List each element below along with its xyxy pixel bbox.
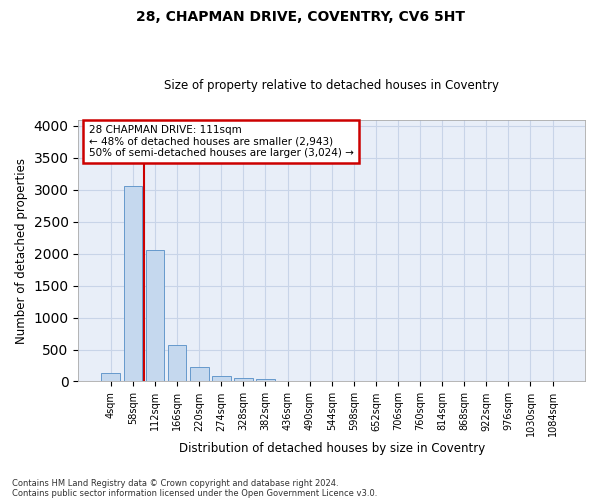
Text: 28 CHAPMAN DRIVE: 111sqm
← 48% of detached houses are smaller (2,943)
50% of sem: 28 CHAPMAN DRIVE: 111sqm ← 48% of detach… [89,125,353,158]
Bar [234,378,253,382]
Bar [190,367,209,382]
Bar [212,376,230,382]
Y-axis label: Number of detached properties: Number of detached properties [15,158,28,344]
Title: Size of property relative to detached houses in Coventry: Size of property relative to detached ho… [164,79,499,92]
Text: Contains public sector information licensed under the Open Government Licence v3: Contains public sector information licen… [12,488,377,498]
X-axis label: Distribution of detached houses by size in Coventry: Distribution of detached houses by size … [179,442,485,455]
Bar [124,186,142,382]
Bar [167,345,187,382]
Text: 28, CHAPMAN DRIVE, COVENTRY, CV6 5HT: 28, CHAPMAN DRIVE, COVENTRY, CV6 5HT [136,10,464,24]
Bar [146,250,164,382]
Bar [256,379,275,382]
Bar [101,372,120,382]
Text: Contains HM Land Registry data © Crown copyright and database right 2024.: Contains HM Land Registry data © Crown c… [12,478,338,488]
